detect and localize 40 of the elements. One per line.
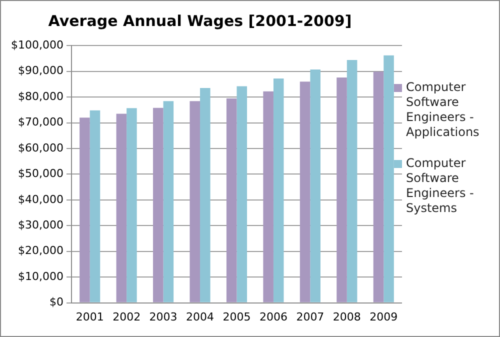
bar: [153, 108, 164, 302]
bar: [226, 98, 237, 302]
y-tick-label: $10,000: [18, 270, 64, 283]
x-tick-label: 2007: [296, 310, 324, 324]
y-tick-label: $60,000: [18, 141, 64, 154]
bar: [263, 91, 274, 302]
y-tick-label: $50,000: [18, 167, 64, 180]
x-tick-label: 2001: [76, 310, 104, 324]
y-tick-label: $30,000: [18, 218, 64, 232]
x-tick-label: 2008: [332, 310, 361, 324]
bar: [80, 118, 90, 302]
y-tick-label: $80,000: [18, 90, 64, 103]
chart-title: Average Annual Wages [2001-2009]: [47, 12, 353, 30]
bar: [126, 108, 137, 302]
bar: [163, 101, 174, 302]
legend-label: Computer Software Engineers - Systems: [406, 156, 475, 216]
y-tick-label: $40,000: [18, 192, 64, 206]
bar: [116, 114, 127, 302]
x-tick-label: 2003: [149, 310, 178, 324]
bar: [90, 110, 100, 302]
bar: [300, 82, 310, 302]
y-tick-label: $90,000: [18, 64, 64, 78]
y-tick-label: $70,000: [18, 116, 64, 129]
bar: [310, 70, 320, 302]
x-tick-label: 2005: [222, 310, 251, 324]
y-tick-label: $0: [49, 296, 64, 309]
bar: [236, 86, 248, 302]
x-tick-label: 2006: [259, 310, 288, 324]
y-tick-label: $20,000: [18, 244, 64, 258]
y-tick-label: $100,000: [10, 38, 64, 52]
x-tick-label: 2004: [186, 310, 214, 324]
bar: [200, 88, 210, 302]
bar: [373, 72, 384, 302]
x-tick-label: 2002: [112, 310, 141, 324]
bar: [336, 77, 347, 302]
bar: [190, 101, 200, 302]
bar: [346, 60, 358, 302]
legend-label: Computer Software Engineers - Applications: [406, 80, 480, 140]
x-tick-label: 2009: [370, 310, 398, 324]
bar: [273, 78, 284, 302]
